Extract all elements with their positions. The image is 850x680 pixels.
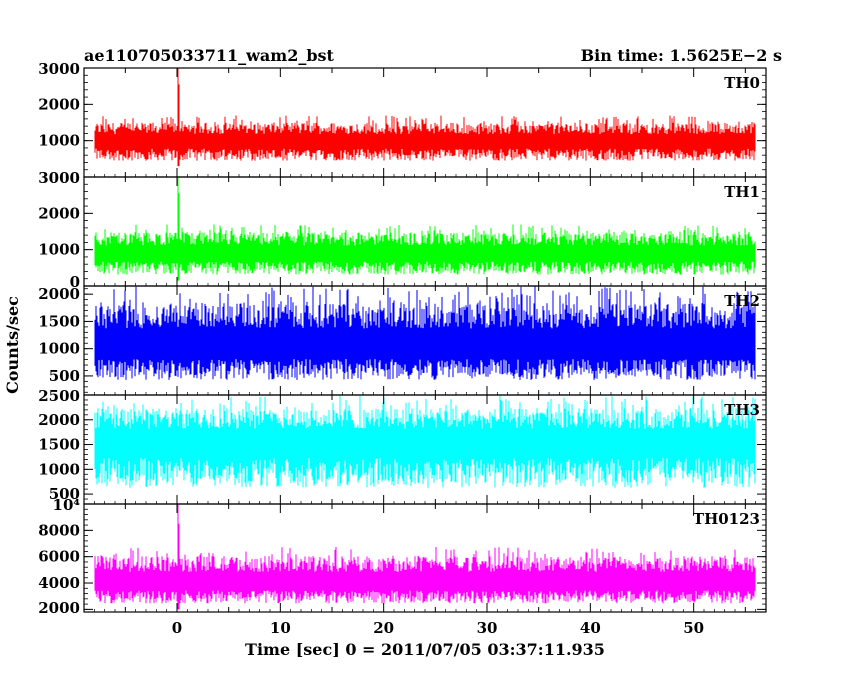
x-axis-label: Time [sec] 0 = 2011/07/05 03:37:11.935: [245, 640, 605, 659]
x-axis: 0 10 20 30 40 50: [172, 619, 704, 637]
x-tick-label: 20: [373, 619, 394, 637]
x-tick-label: 50: [683, 619, 704, 637]
y-tick-label: 1500: [38, 436, 80, 454]
x-tick-label: 0: [172, 619, 182, 637]
y-tick-label: 3000: [38, 169, 80, 187]
panel-label-th0: TH0: [724, 74, 760, 92]
panels-group: 1000 2000 3000 TH0 0 1000 2000 3000 TH1 500 1000 15…: [38, 60, 767, 617]
panel-label-th3: TH3: [724, 401, 760, 419]
y-tick-label: 8000: [38, 521, 80, 539]
y-tick-label: 1000: [38, 132, 80, 150]
y-tick-label: 2000: [38, 285, 80, 303]
y-tick-label: 3000: [38, 60, 80, 78]
y-tick-label: 6000: [38, 548, 80, 566]
series-th0123: [94, 504, 756, 610]
y-tick-label: 1000: [38, 460, 80, 478]
y-tick-label: 500: [49, 367, 80, 385]
series-th2: [94, 286, 756, 380]
x-tick-label: 10: [270, 619, 291, 637]
panel-label-th2: TH2: [724, 292, 760, 310]
series-th0: [94, 68, 756, 167]
y-tick-label: 2000: [38, 204, 80, 222]
bin-time-label: Bin time: 1.5625E−2 s: [581, 46, 782, 65]
y-axis-label: Counts/sec: [3, 296, 22, 394]
y-tick-label: 1500: [38, 312, 80, 330]
y-tick-label: 0: [70, 273, 80, 291]
series-th1: [94, 177, 756, 281]
y-tick-label: 10⁴: [53, 496, 81, 514]
x-tick-label: 40: [580, 619, 601, 637]
y-tick-label: 500: [49, 485, 80, 503]
y-tick-label: 1000: [38, 241, 80, 259]
y-tick-label: 2500: [38, 387, 80, 405]
y-tick-label: 1000: [38, 340, 80, 358]
y-tick-label: 2000: [38, 599, 80, 617]
chart-title: ae110705033711_wam2_bst: [84, 46, 335, 65]
panel-label-th0123: TH0123: [693, 510, 760, 528]
x-tick-label: 30: [477, 619, 498, 637]
y-tick-label: 4000: [38, 574, 80, 592]
series-th3: [94, 395, 756, 488]
panel-label-th1: TH1: [724, 183, 760, 201]
panel-frame-th0: [83, 67, 767, 178]
y-tick-label: 2000: [38, 95, 80, 113]
y-tick-label: 2000: [38, 411, 80, 429]
